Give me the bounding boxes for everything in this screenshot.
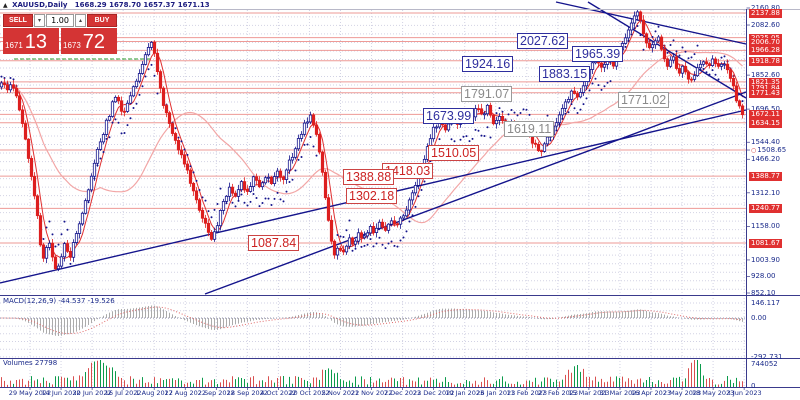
sell-price-panel[interactable]: 1671 13 xyxy=(3,28,59,54)
price-axis-label: 2160.80 xyxy=(751,4,780,12)
date-axis-label: 30 Jun 2022 xyxy=(72,389,112,397)
date-axis-label: 10 Jan 2023 xyxy=(445,389,485,397)
buy-price-integer: 1673 xyxy=(63,41,81,50)
price-axis-level-badge: 2006.70 xyxy=(749,38,782,47)
date-axis-label: 29 May 2022 xyxy=(8,389,52,397)
chart-title-bar: ▲ XAUUSD,Daily 1668.29 1678.70 1657.37 1… xyxy=(3,1,210,9)
date-axis-label: 26 Jan 2023 xyxy=(476,389,516,397)
lot-decrease-button[interactable]: ▾ xyxy=(34,14,45,27)
date-axis-label: 17 Aug 2022 xyxy=(164,389,207,397)
price-axis-label: 852.10 xyxy=(751,289,776,297)
buy-button[interactable]: BUY xyxy=(87,14,117,27)
price-axis-level-badge: 1240.77 xyxy=(749,204,782,213)
date-axis-label: 18 Sep 2022 xyxy=(226,389,268,397)
price-axis-label: 1466.20 xyxy=(751,155,780,163)
macd-indicator-label: MACD(12,26,9) -44.537 -19.526 xyxy=(3,297,115,305)
price-axis-level-badge: 1966.28 xyxy=(749,46,782,55)
date-axis-label: 16 Apr 2023 xyxy=(630,389,672,397)
macd-signal-line xyxy=(1,306,743,335)
date-axis-label: 23 Dec 2022 xyxy=(412,389,455,397)
price-annotation[interactable]: 1302.18 xyxy=(346,188,398,204)
indicator-axis-label: 146.117 xyxy=(751,299,780,307)
date-axis-label: 21 Nov 2022 xyxy=(350,389,393,397)
ohlc-values: 1668.29 1678.70 1657.37 1671.13 xyxy=(74,1,210,9)
lot-increase-button[interactable]: ▴ xyxy=(75,14,86,27)
date-axis-label: 27 Feb 2023 xyxy=(537,389,579,397)
indicator-axis-label: -292.731 xyxy=(751,353,783,361)
indicator-axis-label: 0 xyxy=(751,382,756,390)
price-axis-level-badge: 1672.11 xyxy=(749,110,782,119)
indicator-axis-label: 744052 xyxy=(751,360,778,368)
price-axis-label: 1158.00 xyxy=(751,222,780,230)
price-axis-level-badge: 1388.77 xyxy=(749,172,782,181)
price-axis-label: 1312.10 xyxy=(751,189,780,197)
price-axis-level-badge: 1918.78 xyxy=(749,57,782,66)
one-click-trading-widget: SELL ▾ ▴ BUY 1671 13 1673 72 xyxy=(3,14,117,54)
symbol-timeframe-label: XAUUSD,Daily xyxy=(12,1,68,9)
date-axis-label: 20 Oct 2022 xyxy=(289,389,330,397)
price-axis-label: ○1508.65 xyxy=(751,146,787,154)
price-axis-level-badge: 1791.84 xyxy=(749,84,782,93)
buy-price-panel[interactable]: 1673 72 xyxy=(61,28,117,54)
price-annotation[interactable]: 1673.99 xyxy=(423,108,475,124)
price-axis-level-badge: 2137.88 xyxy=(749,9,782,18)
price-axis-label: 928.00 xyxy=(751,272,776,280)
volume-bars xyxy=(1,360,743,387)
price-annotation[interactable]: 1771.02 xyxy=(618,92,670,108)
price-annotation[interactable]: 1388.88 xyxy=(343,169,395,185)
price-axis-level-badge: 1634.15 xyxy=(749,119,782,128)
price-annotation[interactable]: 1791.07 xyxy=(461,86,513,102)
price-axis-label: 1696.50 xyxy=(751,105,780,113)
price-annotation[interactable]: 1965.39 xyxy=(572,46,624,62)
sell-price-pips: 13 xyxy=(24,31,48,53)
grid-layer xyxy=(0,10,746,387)
date-axis-label: 7 Dec 2022 xyxy=(383,389,422,397)
date-axis-label: 4 Oct 2022 xyxy=(260,389,297,397)
price-annotation[interactable]: 1924.16 xyxy=(462,56,514,72)
date-axis-label: 15 Mar 2023 xyxy=(568,389,610,397)
macd-histogram xyxy=(0,305,746,336)
window-marker-icon: ▲ xyxy=(3,2,8,9)
sell-price-integer: 1671 xyxy=(5,41,23,50)
date-axis-label: 18 May 2023 xyxy=(691,389,735,397)
date-axis-label: 31 Mar 2023 xyxy=(599,389,641,397)
price-axis-label: 2082.60 xyxy=(751,21,780,29)
lot-size-input[interactable] xyxy=(46,14,74,27)
chevron-up-icon: ▴ xyxy=(78,18,82,24)
date-axis-label: 14 Jun 2022 xyxy=(41,389,81,397)
indicator-axis-label: 0.00 xyxy=(751,314,767,322)
date-axis-label: 2 May 2023 xyxy=(662,389,702,397)
price-axis-level-badge: 1821.35 xyxy=(749,78,782,87)
circle-marker-icon: ○ xyxy=(751,147,757,154)
price-axis-label: 1003.90 xyxy=(751,256,780,264)
price-annotation[interactable]: 1619.11 xyxy=(504,121,555,137)
volumes-indicator-label: Volumes 27798 xyxy=(3,359,58,367)
price-annotation[interactable]: 1418.03 xyxy=(382,163,434,179)
price-axis-level-badge: 1081.67 xyxy=(749,239,782,248)
date-axis-label: 16 Jul 2022 xyxy=(104,389,142,397)
date-axis-label: 2 Sep 2022 xyxy=(197,389,235,397)
date-axis-label: 11 Feb 2023 xyxy=(506,389,548,397)
date-axis-label: 1 Aug 2022 xyxy=(135,389,173,397)
buy-price-pips: 72 xyxy=(82,31,106,53)
pane-separators xyxy=(0,7,800,390)
price-axis-level-badge: 1771.43 xyxy=(749,89,782,98)
chevron-down-icon: ▾ xyxy=(37,18,41,24)
price-annotation[interactable]: 1510.05 xyxy=(428,145,480,161)
price-axis-label: 1852.60 xyxy=(751,71,780,79)
date-axis-label: 5 Nov 2022 xyxy=(321,389,360,397)
sell-button[interactable]: SELL xyxy=(3,14,33,27)
price-annotation[interactable]: 2027.62 xyxy=(517,33,569,49)
price-annotation[interactable]: 1883.15 xyxy=(539,66,591,82)
date-axis-label: 3 Jun 2023 xyxy=(726,389,762,397)
price-axis-label: 1544.40 xyxy=(751,138,780,146)
price-annotation[interactable]: 1087.84 xyxy=(248,235,300,251)
